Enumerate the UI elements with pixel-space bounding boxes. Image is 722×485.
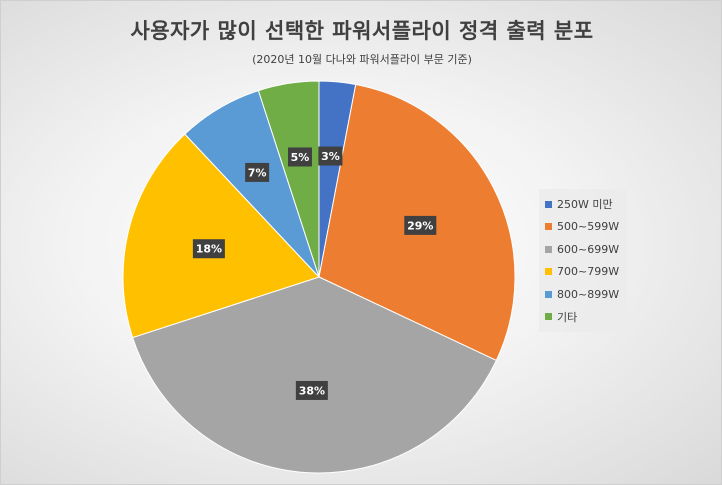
legend-swatch [545,245,552,253]
legend-swatch [545,290,552,298]
data-label: 5% [287,147,312,167]
chart-subtitle: (2020년 10월 다나와 파워서플라이 부문 기준) [252,53,472,66]
legend-label: 기타 [557,310,578,324]
data-label-text: 29% [407,219,433,232]
legend-label: 800~899W [557,287,620,301]
data-label-text: 3% [321,150,340,163]
data-label: 29% [404,215,437,235]
data-label-box [287,147,312,167]
data-label: 38% [295,380,328,400]
data-label-text: 38% [299,384,325,397]
legend-label: 500~599W [557,220,620,234]
legend-swatch [545,223,552,231]
data-label: 7% [245,162,270,182]
legend-item: 500~599W [545,216,627,239]
data-label: 18% [192,239,225,259]
data-label-text: 18% [196,243,222,256]
data-label-text: 5% [291,151,310,164]
legend-item: 700~799W [545,261,627,284]
data-label-box [404,215,437,235]
legend-label: 250W 미만 [557,198,613,212]
legend-item: 600~699W [545,238,627,261]
legend-swatch [545,200,552,208]
data-label-box [245,162,270,182]
legend-label: 600~699W [557,242,620,256]
chart-title: 사용자가 많이 선택한 파워서플라이 정격 출력 분포 [130,19,594,43]
legend-item: 800~899W [545,283,627,306]
legend: 250W 미만 500~599W 600~699W 700~799W 800~899W 기… [539,189,627,332]
data-label-text: 7% [248,166,267,179]
pie-slice [131,276,498,474]
data-label: 3% [318,146,343,166]
data-label-box [192,239,225,259]
legend-item: 기타 [545,306,627,329]
legend-item: 250W 미만 [545,193,627,216]
pie-slice [122,133,320,339]
legend-swatch [545,268,552,276]
data-label-box [318,146,343,166]
legend-swatch [545,313,552,321]
legend-label: 700~799W [557,265,620,279]
pie-slice [257,80,320,278]
data-label-box [295,380,328,400]
